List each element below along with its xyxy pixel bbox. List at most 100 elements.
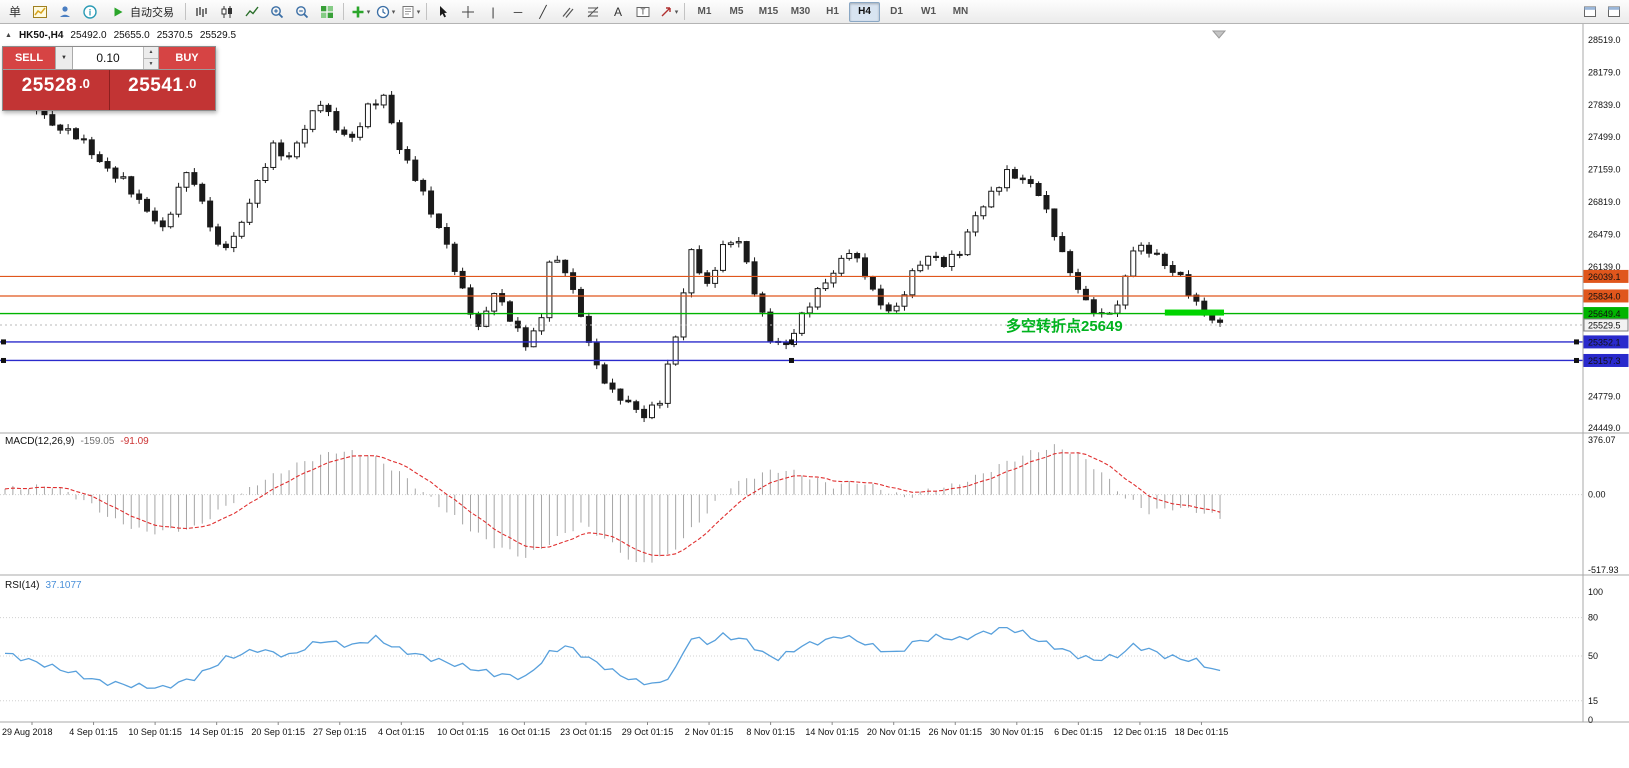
trendline-icon[interactable]: ╱ (539, 4, 547, 19)
line-handle[interactable] (1, 339, 6, 345)
candle (601, 364, 608, 384)
candle (364, 103, 371, 128)
sell-price-button[interactable]: 25528 .0 (3, 70, 109, 110)
toolbar-separator (185, 3, 186, 20)
chart-symbol-header: ▲ HK50-,H4 25492.0 25655.0 25370.5 25529… (5, 30, 236, 41)
text-icon[interactable]: A (613, 4, 622, 19)
crosshair-icon[interactable] (456, 1, 480, 23)
volume-stepper[interactable]: ▲ ▼ (143, 47, 158, 69)
arrows-icon[interactable]: ▾ (656, 1, 680, 23)
candle (538, 317, 545, 332)
date-label: 20 Sep 01:15 (251, 727, 305, 737)
macd-indicator-header: MACD(12,26,9) -159.05 -91.09 (5, 436, 149, 447)
timeframe-m15-button[interactable]: M15 (758, 6, 779, 17)
chart-window: 28519.0 28179.0 27839.0 27499.0 27159.0 26819… (0, 24, 1629, 768)
cursor-icon[interactable] (431, 1, 455, 23)
candle (1019, 177, 1026, 181)
volume-field[interactable]: 0.10 ▲ ▼ (73, 47, 159, 69)
line-chart-icon[interactable] (240, 1, 264, 23)
candle (1130, 250, 1137, 277)
candle (1011, 169, 1018, 179)
trade-panel-toggle-icon[interactable]: ▲ (5, 32, 12, 39)
price-axis-label: 27499.0 (1588, 132, 1621, 142)
candle (948, 253, 955, 267)
templates-icon[interactable]: ▾ (398, 1, 422, 23)
timeframe-m1-button[interactable]: M1 (697, 6, 712, 17)
zoom-out-icon[interactable] (290, 1, 314, 23)
date-label: 30 Nov 01:15 (990, 727, 1044, 737)
candlestick-icon[interactable] (215, 1, 239, 23)
price-tag (1583, 353, 1629, 367)
price-tag (1583, 289, 1629, 303)
line-handle[interactable] (789, 339, 794, 345)
zoom-in-icon[interactable] (265, 1, 289, 23)
candle (1035, 182, 1042, 197)
candle (278, 142, 285, 157)
candle (136, 193, 143, 200)
fibonacci-icon[interactable] (581, 1, 605, 23)
chart-canvas[interactable]: 28519.0 28179.0 27839.0 27499.0 27159.0 26819… (0, 24, 1629, 768)
timeframe-m5-button[interactable]: M5 (729, 6, 744, 17)
timeframe-m30-button[interactable]: M30 (790, 6, 811, 17)
indicators-icon[interactable]: ▾ (348, 1, 372, 23)
buy-button[interactable]: BUY (159, 47, 215, 69)
timeframe-d1-button[interactable]: D1 (890, 6, 903, 17)
panel-separators (0, 24, 1629, 723)
candle (909, 270, 916, 296)
timeframe-h1-button[interactable]: H1 (826, 6, 839, 17)
window-icon-2[interactable] (1602, 1, 1626, 23)
buy-price-button[interactable]: 25541 .0 (109, 70, 215, 110)
timeframe-w1-button[interactable]: W1 (921, 6, 936, 17)
vertical-line-icon[interactable]: | (491, 4, 495, 19)
horizontal-line-icon[interactable]: ─ (513, 4, 523, 19)
periods-icon[interactable]: ▾ (373, 1, 397, 23)
volume-value[interactable]: 0.10 (96, 51, 120, 65)
line-handle[interactable] (1574, 339, 1579, 345)
new-chart-icon[interactable] (28, 1, 52, 23)
new-order-icon[interactable]: 单 (8, 4, 21, 19)
line-handle[interactable] (789, 357, 794, 363)
line-handle[interactable] (1574, 357, 1579, 363)
autotrade-button[interactable]: 自动交易 (103, 1, 181, 23)
tile-windows-icon[interactable] (315, 1, 339, 23)
line-handle[interactable] (1, 357, 6, 363)
green-trend-segment[interactable] (1164, 309, 1225, 316)
timeframe-h4-button[interactable]: H4 (849, 1, 880, 22)
label-icon[interactable]: T (631, 1, 655, 23)
candle (1153, 252, 1160, 255)
candle (151, 210, 158, 222)
macd-axis-label: 376.07 (1588, 435, 1616, 445)
candle (1193, 294, 1200, 302)
timeframe-mn-button[interactable]: MN (952, 6, 969, 17)
sell-button[interactable]: SELL (3, 47, 55, 69)
candle (838, 257, 845, 274)
candle (617, 388, 624, 401)
candle (1059, 236, 1066, 253)
data-window-icon[interactable]: i (78, 1, 102, 23)
candle (467, 287, 474, 315)
time-axis[interactable]: 29 Aug 2018 4 Sep 01:15 10 Sep 01:15 14 Sep… (2, 722, 1228, 737)
trade-panel-prices: 25528 .0 25541 .0 (3, 70, 215, 110)
bar-chart-icon[interactable] (190, 1, 214, 23)
window-icon-1[interactable] (1578, 1, 1602, 23)
chart-shift-marker[interactable] (1211, 30, 1227, 39)
candle (1051, 208, 1058, 238)
chart-plot-area[interactable] (0, 24, 1583, 722)
macd-main-value: -159.05 (80, 436, 115, 447)
volume-down-button[interactable]: ▼ (144, 58, 158, 69)
price-axis-label: 24449.0 (1588, 423, 1621, 433)
date-label: 26 Nov 01:15 (928, 727, 982, 737)
chart-annotation-text[interactable]: 多空转折点25649 (1006, 318, 1123, 335)
autotrade-label: 自动交易 (130, 6, 174, 19)
candle (341, 129, 348, 135)
profiles-icon[interactable] (53, 1, 77, 23)
volume-up-button[interactable]: ▲ (144, 47, 158, 59)
candle (806, 306, 813, 314)
candle (648, 404, 655, 419)
volume-dropdown-button[interactable]: ▼ (55, 47, 73, 69)
price-tag-value: 25649.4 (1588, 309, 1621, 319)
price-axis[interactable]: 28519.0 28179.0 27839.0 27499.0 27159.0 26819… (1583, 35, 1629, 725)
channel-icon[interactable] (556, 1, 580, 23)
price-tag-value: 25834.0 (1588, 291, 1621, 301)
trade-panel-divider (108, 70, 110, 110)
